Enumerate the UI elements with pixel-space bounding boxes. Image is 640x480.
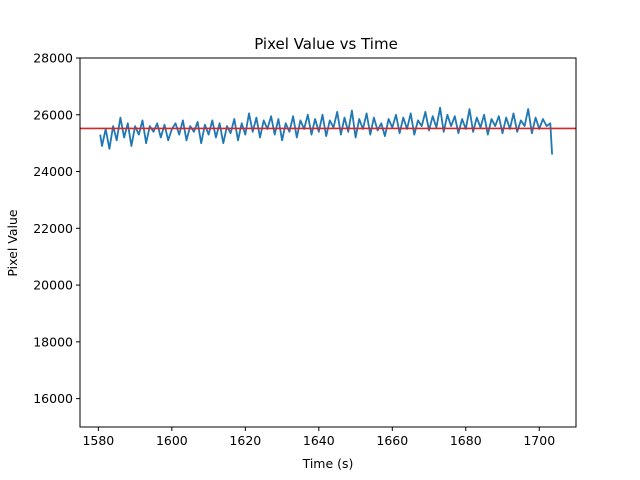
series-line-0 xyxy=(99,106,553,155)
chart-title: Pixel Value vs Time xyxy=(254,35,398,53)
x-tick-label-1600: 1600 xyxy=(156,433,188,448)
x-tick-label-1680: 1680 xyxy=(450,433,482,448)
y-tick-label-26000: 26000 xyxy=(33,107,73,122)
y-tick-label-18000: 18000 xyxy=(33,334,73,349)
y-tick-label-20000: 20000 xyxy=(33,278,73,293)
x-tick-label-1660: 1660 xyxy=(376,433,408,448)
plot-area: 1580 1600 1620 1640 1660 1680 1700 16000 18000 20… xyxy=(33,51,577,448)
x-tick-label-1620: 1620 xyxy=(229,433,261,448)
x-tick-label-1580: 1580 xyxy=(82,433,114,448)
y-axis-label: Pixel Value xyxy=(5,209,20,277)
y-tick-label-28000: 28000 xyxy=(33,51,73,66)
x-tick-label-1700: 1700 xyxy=(523,433,555,448)
x-tick-label-1640: 1640 xyxy=(303,433,335,448)
x-axis-label: Time (s) xyxy=(302,456,354,471)
plot-frame xyxy=(79,57,577,428)
y-tick-label-16000: 16000 xyxy=(33,391,73,406)
y-tick-label-22000: 22000 xyxy=(33,221,73,236)
y-tick-label-24000: 24000 xyxy=(33,164,73,179)
